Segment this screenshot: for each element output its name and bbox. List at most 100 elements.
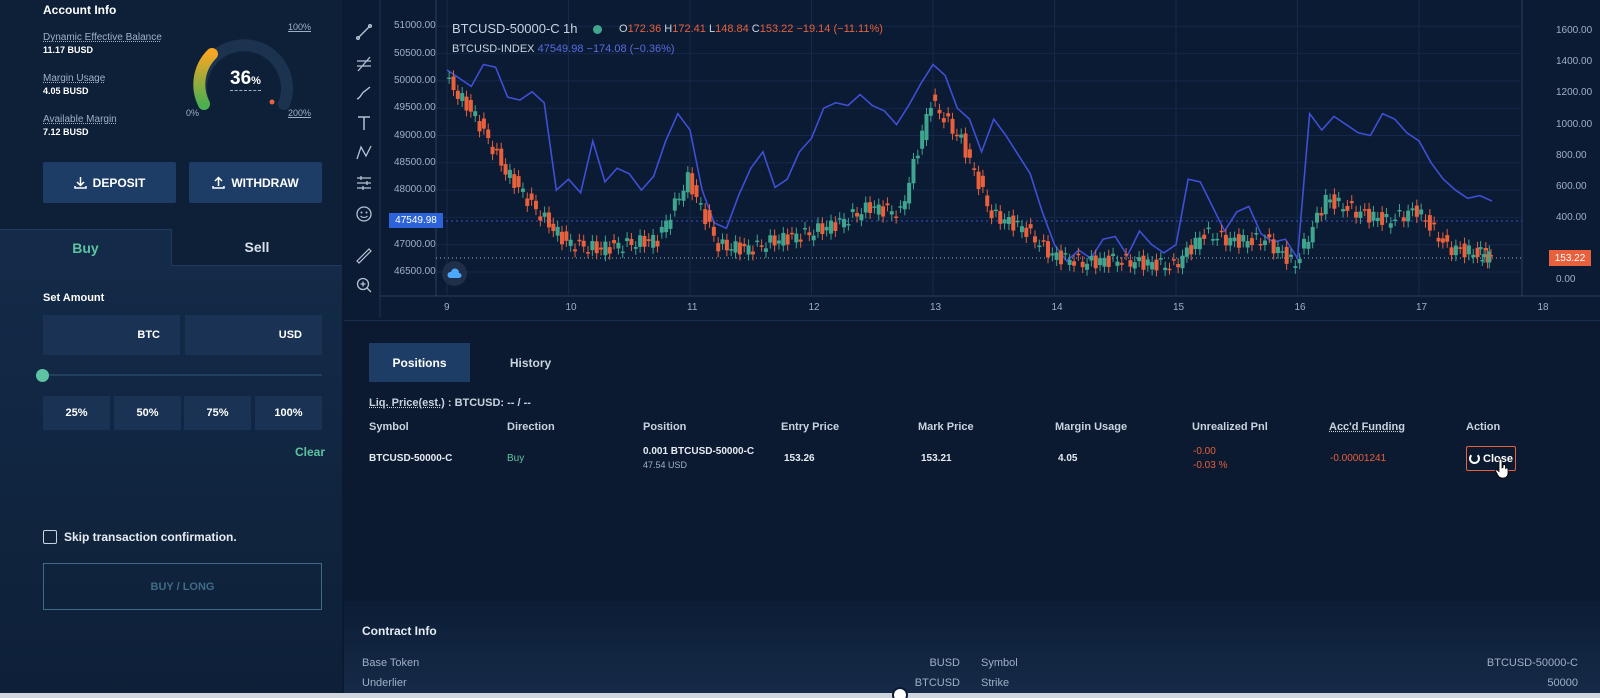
trendline-icon[interactable] <box>344 19 384 45</box>
candle-body <box>1289 255 1293 257</box>
deposit-button[interactable]: DEPOSIT <box>43 162 176 203</box>
candle-body <box>1215 239 1219 241</box>
brush-icon[interactable] <box>344 80 384 106</box>
gauge-number: 36 <box>230 68 251 89</box>
candle-body <box>1211 239 1215 241</box>
measure-tool-icon[interactable] <box>344 170 384 196</box>
candle-body <box>1167 269 1171 271</box>
buy-long-button[interactable]: BUY / LONG <box>43 563 322 610</box>
candle-body <box>1315 213 1319 223</box>
amount-usd-input[interactable]: USD <box>185 315 322 355</box>
tab-sell[interactable]: Sell <box>172 229 342 266</box>
candle-body <box>768 235 772 242</box>
candle-body <box>1298 259 1302 263</box>
candle-body <box>538 216 542 220</box>
candle-body <box>968 149 972 157</box>
candle-body <box>1419 210 1423 215</box>
amount-slider-track[interactable] <box>43 374 322 376</box>
pct-50-button[interactable]: 50% <box>114 396 181 430</box>
candle-body <box>994 210 998 212</box>
candle-body <box>920 131 924 149</box>
chart-interval[interactable]: 1h <box>563 21 577 36</box>
withdraw-label: WITHDRAW <box>231 176 298 190</box>
candle-body <box>556 227 560 236</box>
candle-body <box>1254 233 1258 235</box>
pct-100-button[interactable]: 100% <box>255 396 322 430</box>
ohlc-o-label: O <box>619 23 628 35</box>
candle-body <box>621 252 625 254</box>
candle-body <box>703 209 707 224</box>
pct-75-button[interactable]: 75% <box>184 396 251 430</box>
fib-tool-icon[interactable] <box>344 51 384 77</box>
col-action: Action <box>1466 421 1500 433</box>
candle-body <box>469 100 473 112</box>
ruler-icon[interactable] <box>344 243 384 269</box>
candle-body <box>660 227 664 233</box>
scroll-handle[interactable] <box>892 687 908 698</box>
chart-symbol: BTCUSD-50000-C <box>452 21 560 36</box>
row-position: 0.001 BTCUSD-50000-C <box>643 446 754 457</box>
candle-body <box>890 211 894 214</box>
clear-link[interactable]: Clear <box>295 445 325 459</box>
candle-body <box>1267 234 1271 237</box>
candle-body <box>1250 238 1254 245</box>
candle-body <box>1128 260 1132 266</box>
candle-body <box>560 232 564 244</box>
candle-body <box>764 248 768 252</box>
emoji-icon[interactable] <box>344 201 384 227</box>
candle-body <box>1016 221 1020 223</box>
x-tick-label: 16 <box>1295 302 1306 313</box>
candle-body <box>638 235 642 247</box>
candle-body <box>1024 228 1028 237</box>
price-chart[interactable]: BTCUSD-50000-C 1h O172.36 H172.41 L148.8… <box>344 0 1600 318</box>
tab-buy[interactable]: Buy <box>0 229 172 266</box>
candle-body <box>499 149 503 166</box>
ohlc-c-label: C <box>752 23 760 35</box>
candle-body <box>1224 235 1228 245</box>
y-right-tick-label: 1200.00 <box>1556 87 1592 98</box>
candle-body <box>964 133 968 157</box>
candle-body <box>473 111 477 116</box>
candle-body <box>1280 251 1284 253</box>
amount-btc-input[interactable]: BTC <box>43 315 180 355</box>
candle-body <box>1042 240 1046 242</box>
amount-slider-handle[interactable] <box>36 369 49 382</box>
candle-body <box>1198 237 1202 249</box>
candle-body <box>951 119 955 134</box>
candle-body <box>842 219 846 227</box>
candle-body <box>1415 206 1419 217</box>
row-pnl: -0.00 <box>1193 446 1216 457</box>
candle-body <box>551 224 555 231</box>
candle-body <box>699 203 703 205</box>
zoom-in-icon[interactable] <box>344 272 384 298</box>
skip-confirmation-checkbox[interactable] <box>43 530 57 544</box>
stat-label-available-margin: Available Margin <box>43 114 117 125</box>
cloud-icon[interactable] <box>442 261 467 286</box>
candle-body <box>1172 259 1176 261</box>
candle-body <box>924 114 928 140</box>
candle-body <box>1380 212 1384 225</box>
horizontal-scrollbar[interactable] <box>0 693 1600 698</box>
set-amount-label: Set Amount <box>43 292 104 304</box>
y-right-tick-label: 400.00 <box>1556 212 1587 223</box>
candle-body <box>625 238 629 241</box>
pattern-tool-icon[interactable] <box>344 140 384 166</box>
candle-body <box>595 241 599 253</box>
candle-body <box>725 240 729 250</box>
candle-body <box>1233 238 1237 242</box>
candle-body <box>985 196 989 207</box>
candle-body <box>1376 218 1380 221</box>
candle-body <box>1302 239 1306 249</box>
text-tool-icon[interactable] <box>344 110 384 136</box>
deposit-label: DEPOSIT <box>93 176 146 190</box>
withdraw-button[interactable]: WITHDRAW <box>189 162 322 203</box>
tab-positions[interactable]: Positions <box>369 343 470 382</box>
tab-history[interactable]: History <box>480 343 581 382</box>
candle-body <box>838 218 842 220</box>
pct-25-button[interactable]: 25% <box>43 396 110 430</box>
candle-body <box>946 113 950 116</box>
candle-body <box>1207 228 1211 230</box>
candle-body <box>1293 266 1297 268</box>
account-info-title: Account Info <box>43 3 116 17</box>
side-tabs: Buy Sell <box>0 229 342 266</box>
